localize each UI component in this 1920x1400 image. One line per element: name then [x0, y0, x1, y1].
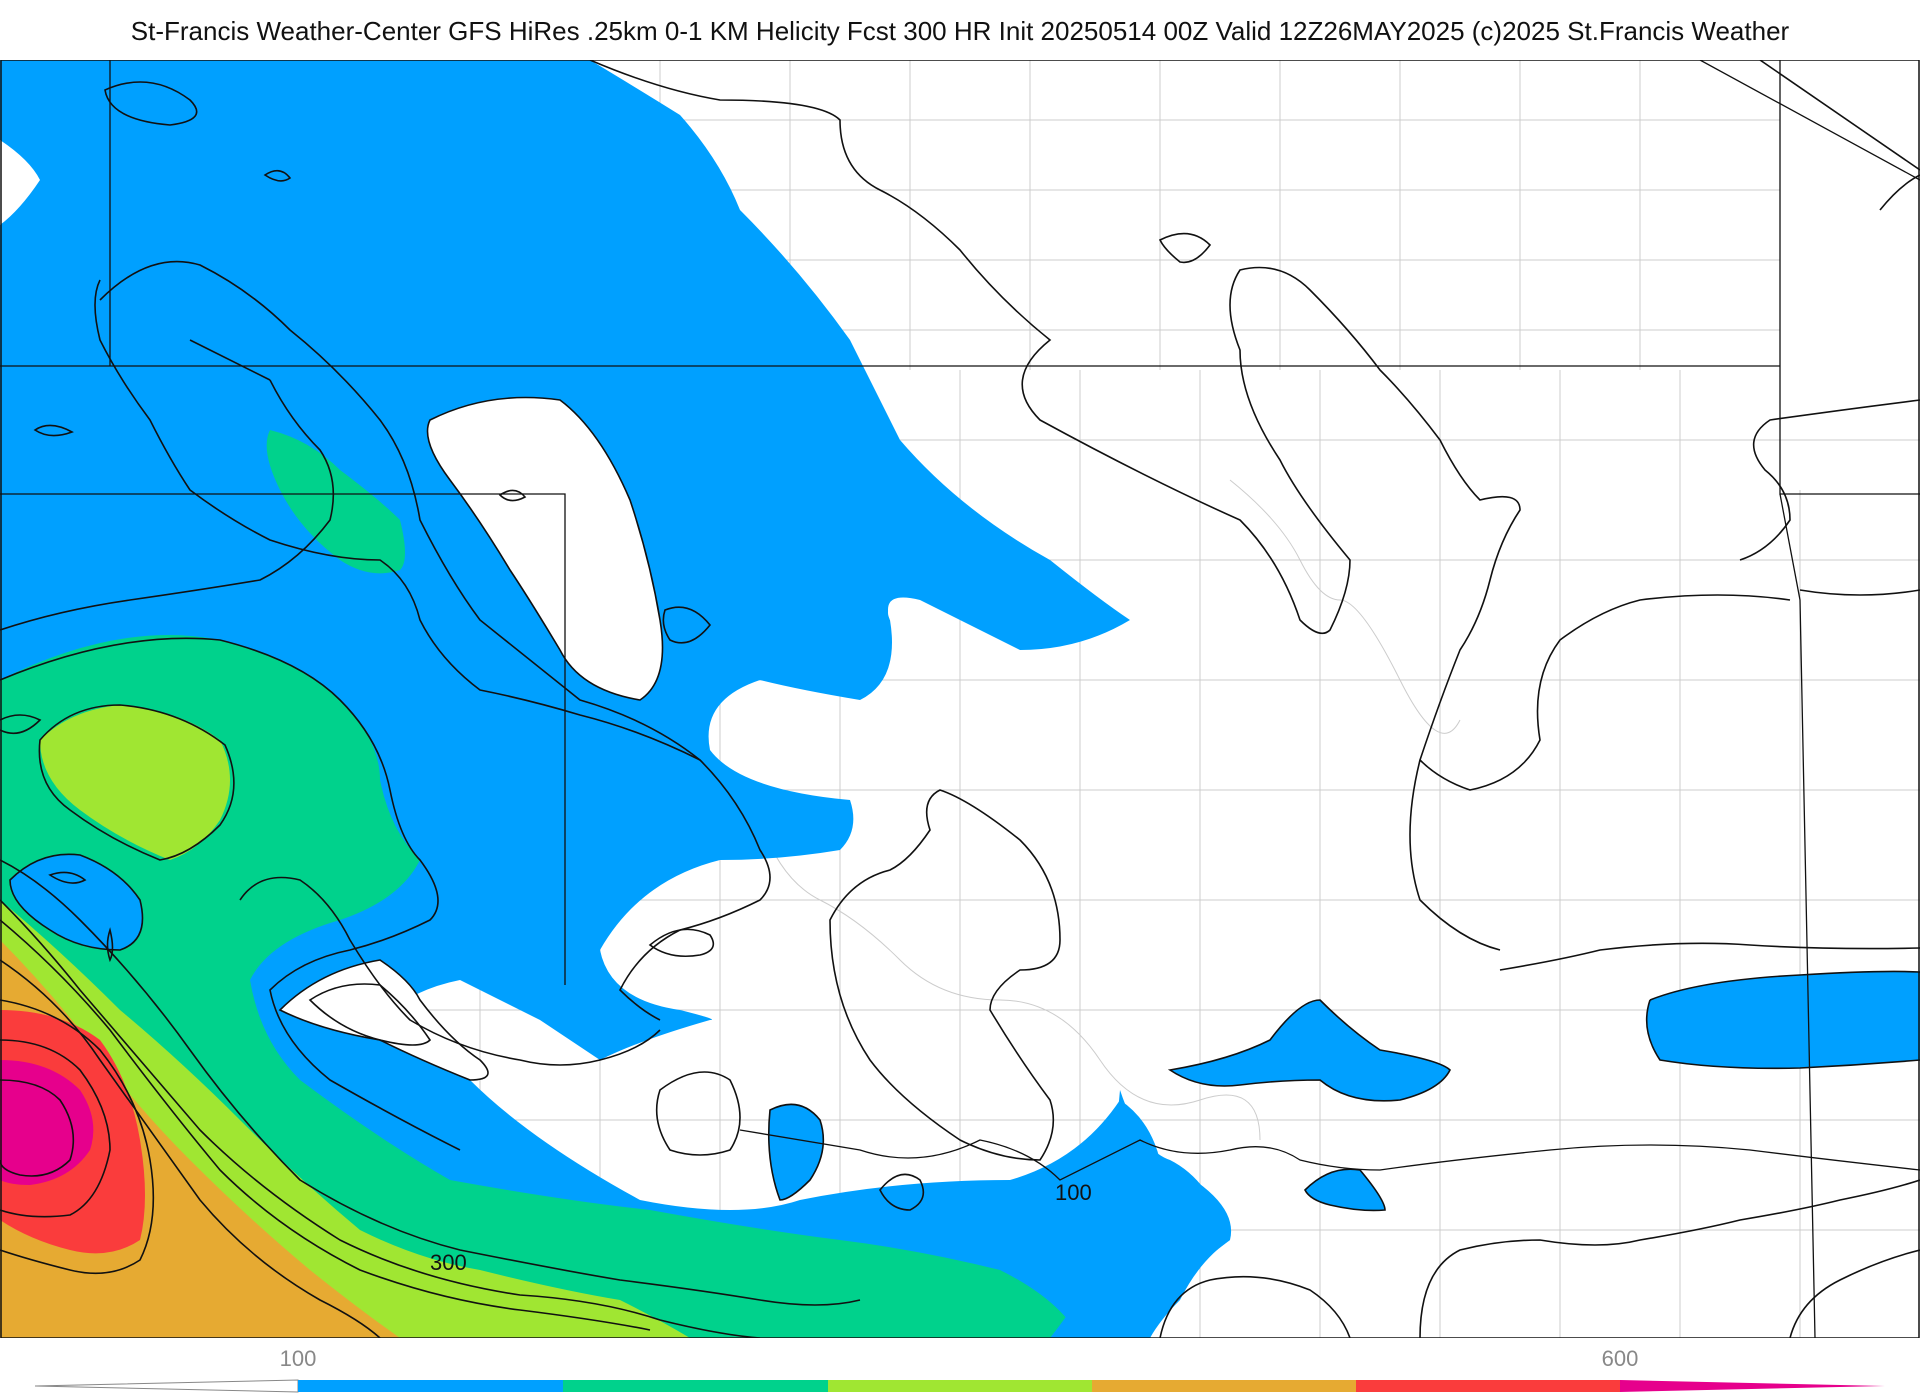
- state-boundaries: [0, 60, 1920, 1338]
- colorbar-tick-100: 100: [280, 1346, 317, 1371]
- colorbar: 100 600: [34, 1346, 1885, 1393]
- fill-magenta: [0, 1060, 94, 1185]
- contour-label-300: 300: [430, 1250, 467, 1275]
- colorbar-tick-600: 600: [1602, 1346, 1639, 1371]
- colorbar-segment-orange: [1092, 1380, 1356, 1392]
- colorbar-segment-teal: [563, 1380, 828, 1392]
- fill-blue-patch-2: [1646, 971, 1920, 1069]
- contour-label-100: 100: [1055, 1180, 1092, 1205]
- fill-blue-patch-4: [1305, 1169, 1385, 1211]
- helicity-map: 100 300: [0, 60, 1920, 1338]
- contour-lines: [0, 60, 1920, 1338]
- map-frame: [0, 60, 1920, 1338]
- fill-blue-patch-1: [1170, 1000, 1450, 1101]
- fill-lime-upper: [40, 705, 230, 860]
- fill-blue-patch-3: [768, 1104, 824, 1200]
- helicity-fill: [0, 60, 1920, 1338]
- colorbar-segment-lime: [828, 1380, 1092, 1392]
- hole-notch: [888, 600, 925, 650]
- map-title: St-Francis Weather-Center GFS HiRes .25k…: [130, 16, 1790, 46]
- fill-teal-blob: [266, 430, 405, 574]
- fill-blue-spot: [10, 854, 143, 950]
- hole-corner: [0, 140, 40, 225]
- colorbar-segment-red: [1356, 1380, 1620, 1392]
- colorbar-left-extension: [34, 1379, 299, 1393]
- hole-1: [427, 397, 663, 700]
- colorbar-segment-blue: [298, 1380, 563, 1392]
- colorbar-right-extension: [1620, 1380, 1885, 1392]
- fill-blue-patch-5: [1050, 1090, 1230, 1338]
- hole-2: [280, 960, 488, 1080]
